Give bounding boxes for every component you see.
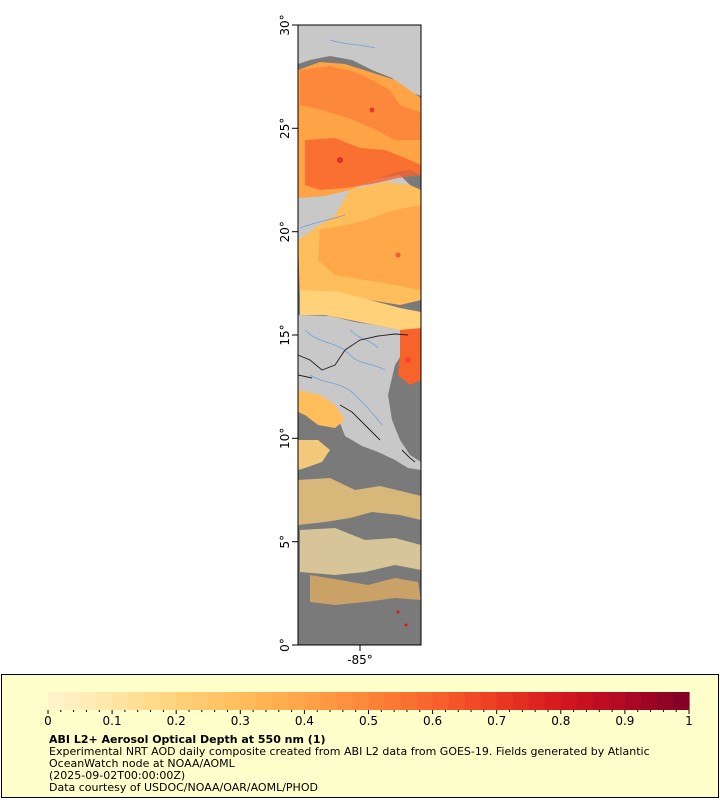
colorbar-segment	[192, 692, 209, 710]
colorbar-segment	[656, 692, 674, 710]
colorbar-segment	[96, 692, 113, 710]
colorbar-tick-label: 0.5	[359, 714, 378, 728]
legend-credit: Data courtesy of USDOC/NOAA/OAR/AOML/PHO…	[49, 781, 318, 794]
colorbar-segment	[672, 692, 690, 710]
legend-date: (2025-09-02T00:00:00Z)	[49, 769, 186, 782]
lat-label-5: 5°	[278, 535, 292, 549]
colorbar-segment	[576, 692, 594, 710]
lat-label-15: 15°	[278, 324, 292, 345]
country-borders	[298, 333, 416, 463]
legend-title: ABI L2+ Aerosol Optical Depth at 550 nm …	[49, 733, 326, 746]
colorbar-tick-label: 0.9	[615, 714, 634, 728]
colorbar-segment	[288, 692, 306, 710]
colorbar-segment	[240, 692, 257, 710]
colorbar-tick-label: 0.4	[295, 714, 314, 728]
colorbar-segment	[560, 692, 578, 710]
colorbar-segment	[544, 692, 562, 710]
aod-map: 0° 5° 10° 15° 20° 25° 30° -85°	[278, 14, 422, 667]
legend-text-block: ABI L2+ Aerosol Optical Depth at 550 nm …	[49, 734, 689, 794]
colorbar-segment	[480, 692, 498, 710]
colorbar-tick-label: 1	[685, 714, 693, 728]
colorbar-segment	[432, 692, 450, 710]
colorbar-segment	[464, 692, 482, 710]
colorbar-segment	[368, 692, 386, 710]
colorbar-segment	[64, 692, 81, 710]
legend-panel: 0 0.1 0.2 0.3 0.4 0.5 0.6 0.7 0.8 0.9 1 ABI L2+ Ae…	[1, 674, 719, 798]
colorbar-segment	[512, 692, 530, 710]
colorbar-segment	[448, 692, 466, 710]
colorbar-segment	[592, 692, 610, 710]
colorbar-tick-label: 0.8	[551, 714, 570, 728]
colorbar-segment	[128, 692, 145, 710]
colorbar-segment	[416, 692, 434, 710]
colorbar-tick-label: 0	[44, 714, 52, 728]
lat-label-20: 20°	[278, 221, 292, 242]
colorbar-segment	[400, 692, 418, 710]
colorbar-segment	[208, 692, 225, 710]
latitude-ticks	[292, 24, 298, 646]
colorbar-segment	[224, 692, 241, 710]
legend-description: Experimental NRT AOD daily composite cre…	[49, 745, 650, 770]
colorbar-segment	[256, 692, 273, 710]
colorbar-tick-label: 0.6	[423, 714, 442, 728]
lat-label-30: 30°	[278, 14, 292, 35]
colorbar-tick-label: 0.3	[231, 714, 250, 728]
colorbar-segment	[144, 692, 161, 710]
colorbar-segment	[80, 692, 97, 710]
colorbar-segment	[112, 692, 129, 710]
colorbar-segment	[176, 692, 193, 710]
colorbar-segment	[304, 692, 322, 710]
colorbar-segment	[160, 692, 177, 710]
colorbar-segment	[48, 692, 65, 710]
colorbar-tick-label: 0.1	[103, 714, 122, 728]
colorbar-segment	[608, 692, 626, 710]
colorbar: 0 0.1 0.2 0.3 0.4 0.5 0.6 0.7 0.8 0.9 1	[44, 692, 693, 728]
lat-label-0: 0°	[278, 638, 292, 652]
colorbar-segment	[640, 692, 658, 710]
lat-label-10: 10°	[278, 428, 292, 449]
colorbar-tick-label: 0.7	[487, 714, 506, 728]
colorbar-segment	[528, 692, 546, 710]
aod-data-field	[298, 62, 421, 627]
colorbar-segment	[384, 692, 402, 710]
colorbar-tick-label: 0.2	[167, 714, 186, 728]
colorbar-segment	[352, 692, 370, 710]
colorbar-segment	[336, 692, 354, 710]
colorbar-segment	[320, 692, 338, 710]
colorbar-segment	[624, 692, 642, 710]
colorbar-segment	[272, 692, 289, 710]
colorbar-segment	[496, 692, 514, 710]
lon-label: -85°	[347, 653, 373, 667]
lat-label-25: 25°	[278, 118, 292, 139]
